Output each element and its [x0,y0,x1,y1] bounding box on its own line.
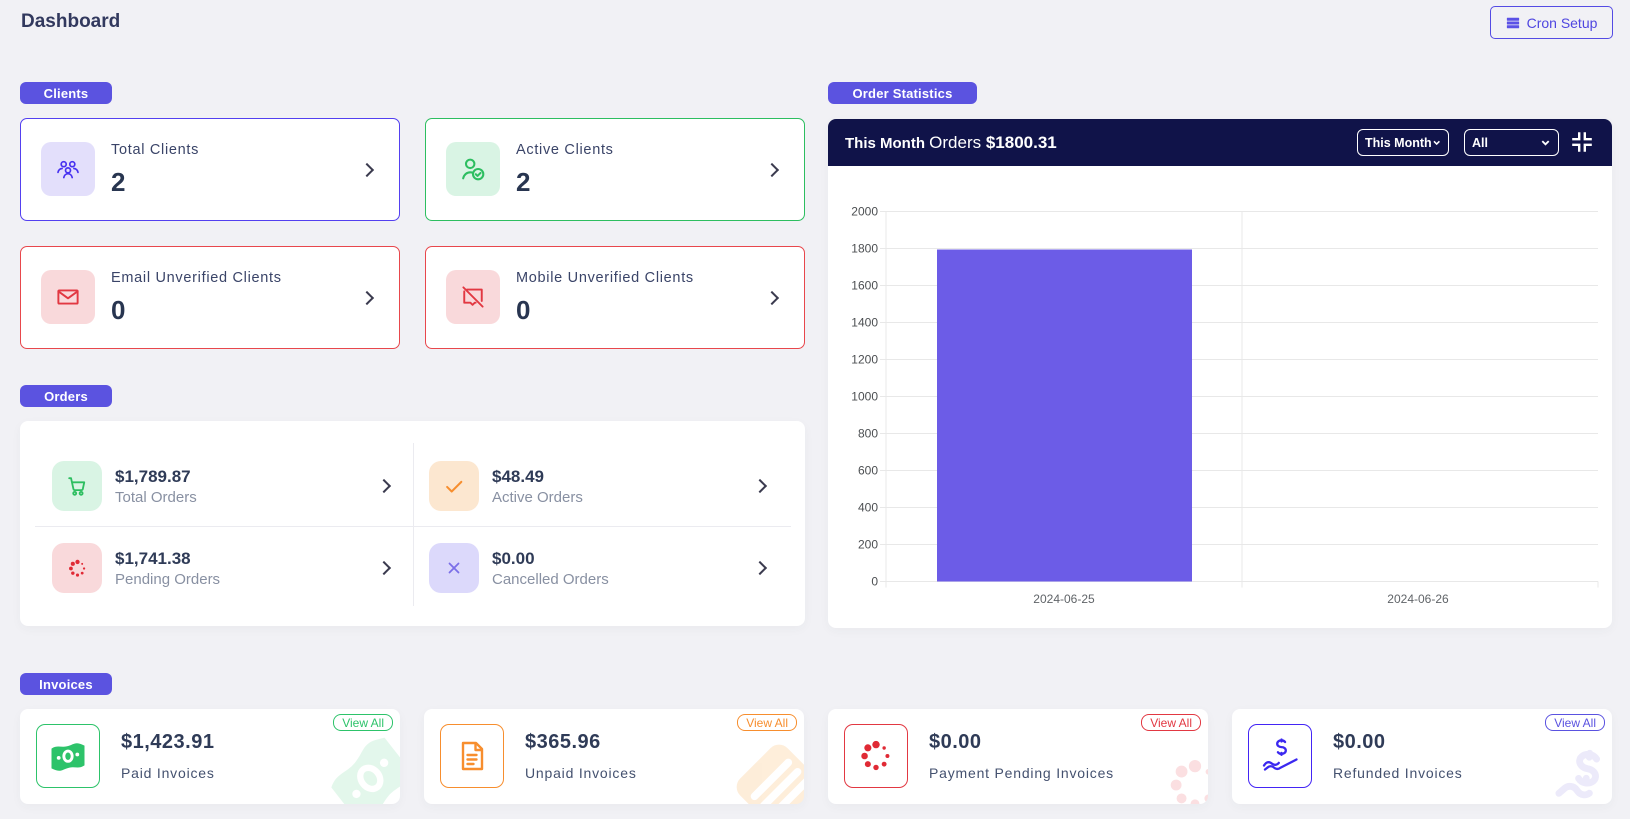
svg-text:600: 600 [858,464,878,478]
svg-text:200: 200 [858,538,878,552]
svg-text:1000: 1000 [851,390,878,404]
svg-text:400: 400 [858,501,878,515]
svg-text:1600: 1600 [851,279,878,293]
svg-text:2024-06-26: 2024-06-26 [1387,592,1449,606]
svg-text:0: 0 [871,575,878,589]
svg-text:1400: 1400 [851,316,878,330]
svg-text:2024-06-25: 2024-06-25 [1033,592,1095,606]
svg-text:800: 800 [858,427,878,441]
svg-text:2000: 2000 [851,205,878,219]
svg-text:1800: 1800 [851,242,878,256]
svg-text:1200: 1200 [851,353,878,367]
